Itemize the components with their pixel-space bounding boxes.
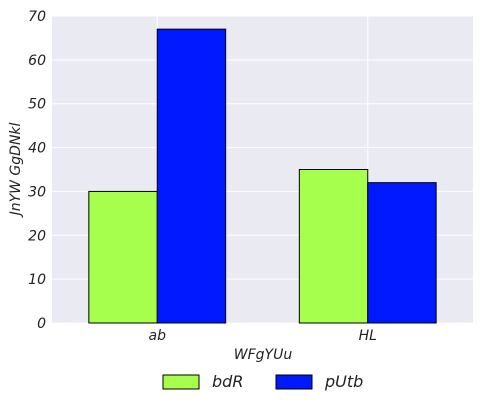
y-axis-label: JnYW GgDNkl [8,122,24,218]
x-axis-ticks: ab HL [149,328,377,344]
legend-label: bdR [212,372,243,391]
legend-swatch [162,374,200,390]
y-axis-ticks: 0 10 20 30 40 50 60 70 [28,9,46,332]
bar-bdR-ab [88,190,158,324]
y-tick-label: 10 [28,272,46,288]
x-tick-label: ab [149,328,167,344]
bar-pUtb-HL [367,182,437,324]
legend-swatch [275,374,313,390]
y-tick-label: 60 [28,53,46,69]
y-tick-label: 30 [28,184,46,200]
bars [88,28,437,324]
legend: bdR pUtb [162,372,363,391]
y-tick-label: 70 [28,9,46,25]
legend-label: pUtb [324,372,363,391]
y-tick-label: 20 [28,228,46,244]
y-tick-label: 50 [28,97,46,113]
x-tick-label: HL [359,328,377,344]
y-tick-label: 40 [28,141,46,157]
y-tick-label: 0 [37,316,46,332]
bar-pUtb-ab [156,28,227,324]
bar-bdR-HL [298,169,369,324]
x-axis-label: WFgYUu [234,347,293,363]
